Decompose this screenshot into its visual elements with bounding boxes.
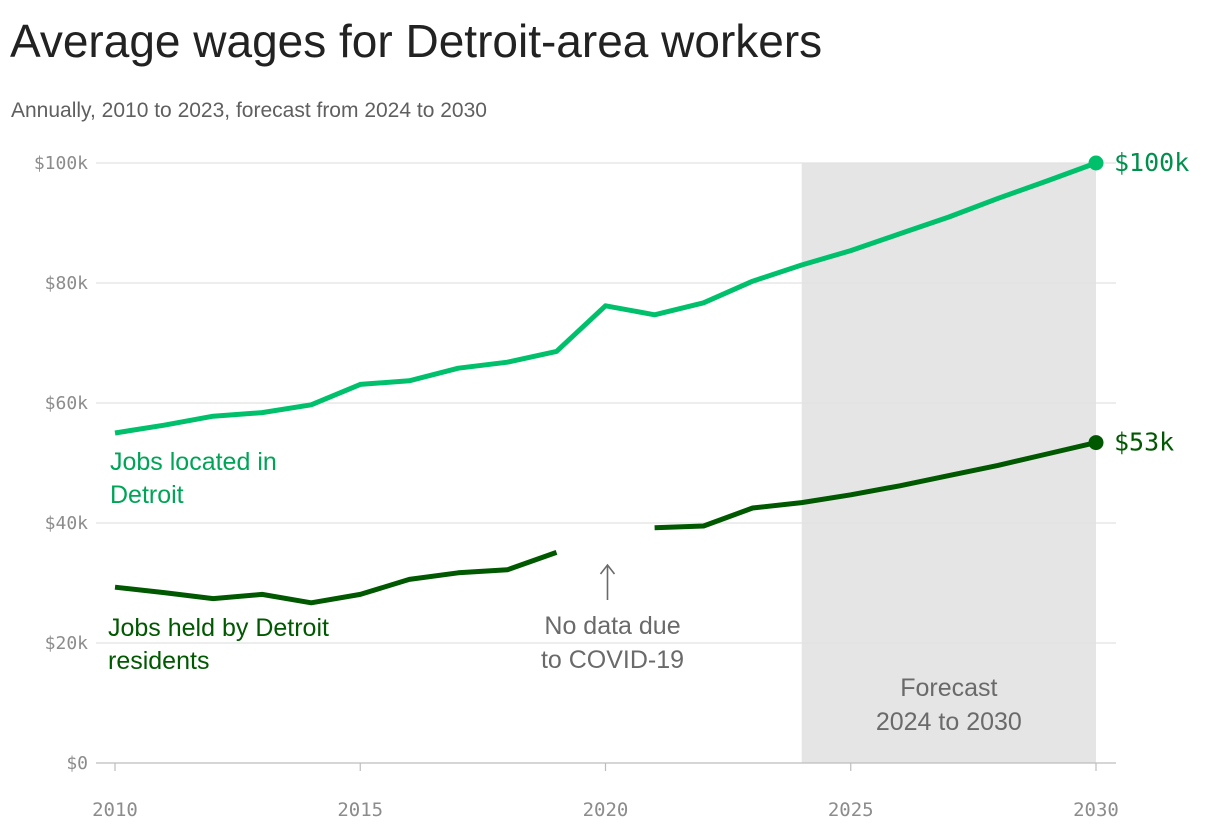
chart-title: Average wages for Detroit-area workers <box>10 15 823 67</box>
forecast-label: 2024 to 2030 <box>876 708 1022 736</box>
forecast-band <box>801 163 1096 763</box>
series-label: residents <box>108 647 209 675</box>
annotation-text: No data due <box>544 612 680 640</box>
y-tick-label: $0 <box>66 753 88 774</box>
y-tick-label: $100k <box>34 153 88 174</box>
series-label: Detroit <box>110 481 184 509</box>
y-tick-label: $20k <box>45 633 89 654</box>
x-tick-label: 2015 <box>337 799 383 821</box>
series-label: Jobs held by Detroit <box>108 614 329 642</box>
end-value-label: $53k <box>1114 428 1174 457</box>
end-point <box>1088 155 1104 171</box>
end-point <box>1088 435 1104 451</box>
x-tick-label: 2010 <box>92 799 138 821</box>
y-tick-label: $40k <box>45 513 89 534</box>
series-line <box>114 160 1097 436</box>
annotation-arrowhead <box>599 563 616 575</box>
x-tick-label: 2030 <box>1073 799 1119 821</box>
y-tick-label: $80k <box>45 273 89 294</box>
x-tick-label: 2025 <box>828 799 874 821</box>
x-tick-label: 2020 <box>583 799 629 821</box>
series-line <box>114 550 558 606</box>
series-line <box>654 440 1097 531</box>
series-label: Jobs located in <box>110 448 277 476</box>
y-tick-label: $60k <box>45 393 89 414</box>
annotation-text: to COVID-19 <box>541 646 684 674</box>
chart-subtitle: Annually, 2010 to 2023, forecast from 20… <box>11 99 487 122</box>
end-value-label: $100k <box>1114 148 1189 177</box>
forecast-label: Forecast <box>900 674 997 702</box>
